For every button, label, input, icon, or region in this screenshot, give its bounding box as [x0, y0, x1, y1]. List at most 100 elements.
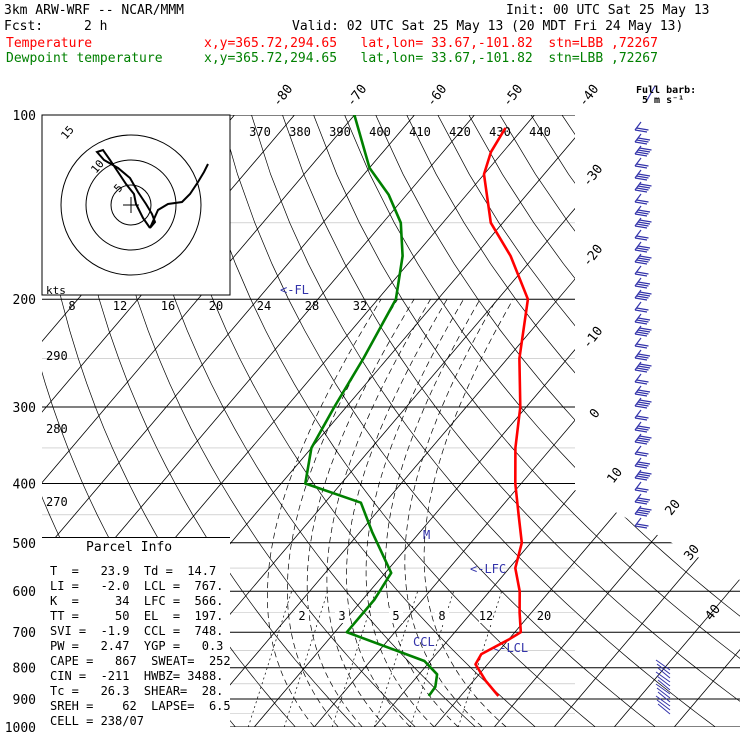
isotherm-line — [613, 115, 740, 727]
wind-barb-flag — [636, 295, 649, 299]
wind-barb-flag — [634, 141, 648, 145]
wind-barb-flag — [636, 331, 649, 335]
valid-time: Valid: 02 UTC Sat 25 May 13 (20 MDT Fri … — [292, 19, 684, 34]
wind-barb-flag — [634, 489, 648, 493]
parcel-row: K = 34 LFC = 566. — [50, 594, 224, 608]
parcel-info-title: Parcel Info — [86, 540, 173, 555]
pressure-label: 900 — [13, 693, 36, 708]
wind-barb-flag — [636, 235, 649, 239]
parcel-row: T = 23.9 Td = 14.7 — [50, 564, 217, 578]
parcel-row: SREH = 62 LAPSE= 6.5 — [50, 699, 231, 713]
wind-barb-flag — [636, 451, 649, 455]
wind-barb-flag — [636, 283, 649, 287]
wind-barb-flag — [636, 139, 649, 143]
theta-label: 390 — [329, 125, 351, 139]
wind-barb — [655, 659, 671, 671]
isotherm-line — [673, 115, 740, 727]
isotherm-line — [313, 115, 740, 727]
dry-adiabat-line — [189, 115, 596, 727]
wind-barb-flag — [634, 309, 648, 313]
wind-barb-flag — [639, 435, 652, 439]
isotherm-line — [553, 115, 740, 727]
dry-adiabat-line — [220, 115, 656, 727]
wind-barb-flag — [636, 187, 649, 191]
isotherm-label: -10 — [580, 324, 606, 352]
isotherm-label: 0 — [587, 406, 604, 421]
wind-barb-flag — [634, 189, 648, 193]
wind-barb-flag — [636, 271, 649, 275]
hodograph-axis-label: 24 — [257, 299, 271, 313]
mixing-ratio-line — [409, 591, 454, 727]
level-marker-ccl: CCL — [413, 635, 435, 649]
wind-barb — [634, 265, 642, 275]
wind-barb-flag — [634, 153, 648, 157]
theta-label: 420 — [449, 125, 471, 139]
wind-barb-flag — [637, 245, 651, 249]
isotherm-label: -40 — [576, 82, 602, 110]
wind-barb-flag — [637, 509, 651, 513]
wind-barb-flag — [634, 513, 648, 517]
wind-barb-flag — [637, 293, 651, 297]
wind-barb-flag — [636, 475, 649, 479]
hodograph-axis-label: 28 — [305, 299, 319, 313]
dewpoint-location: x,y=365.72,294.65 lat,lon= 33.67,-101.82… — [204, 51, 658, 66]
wind-barb-flag — [639, 147, 652, 151]
isotherm-line — [42, 115, 355, 727]
dewpoint-profile — [304, 115, 439, 697]
wind-barb-flag — [636, 175, 649, 179]
wind-barb-flag — [634, 477, 648, 481]
dry-adiabat-line — [251, 115, 716, 727]
isotherm-label: -30 — [580, 162, 606, 190]
wind-barb-flag — [636, 463, 649, 467]
dry-adiabat-line — [313, 115, 740, 727]
wind-barb-flag — [634, 285, 648, 289]
mixing-ratio-label-bg — [537, 609, 551, 623]
wind-barb-flag — [639, 399, 652, 403]
wind-barb — [655, 695, 671, 707]
level-marker-fl: <-FL — [280, 283, 309, 297]
hodograph-axis-unit: kts — [46, 284, 66, 297]
wind-barb-flag — [637, 401, 651, 405]
mixing-ratio-label-bg — [335, 609, 349, 623]
pressure-label: 500 — [13, 537, 36, 552]
wind-barb-flag — [639, 471, 652, 475]
wind-barb-flag — [637, 137, 651, 141]
wind-barb-flag — [634, 129, 648, 133]
mixing-ratio-label: 12 — [479, 609, 493, 623]
isotherm-label: 40 — [703, 602, 724, 624]
wind-barb — [656, 675, 671, 687]
parcel-row: TT = 50 EL = 197. — [50, 609, 224, 623]
wind-barb-flag — [634, 393, 648, 397]
moist-adiabat-line — [365, 299, 464, 727]
wind-barb — [655, 683, 671, 695]
theta-label: 410 — [409, 125, 431, 139]
mixing-ratio-label-bg — [389, 609, 403, 623]
wind-barb-flag — [637, 281, 651, 285]
wind-barb-flag — [634, 249, 648, 253]
pressure-label: 800 — [13, 662, 36, 677]
dry-adiabat-line — [468, 115, 740, 727]
wind-barb-flag — [634, 369, 648, 373]
wind-barb-flag — [637, 149, 651, 153]
wind-barb-flag — [634, 345, 648, 349]
moist-adiabat-line — [267, 299, 382, 727]
isotherm-line — [193, 115, 715, 727]
wind-barb-flag — [634, 237, 648, 241]
wind-barb-flag — [639, 327, 652, 331]
parcel-row: SVI = -1.9 CCL = 748. — [50, 624, 224, 638]
parcel-row: LI = -2.0 LCL = 767. — [50, 579, 224, 593]
wind-barb-flag — [634, 417, 648, 421]
wind-barb-flag — [636, 307, 649, 311]
wind-barb-flag — [639, 507, 652, 511]
isotherm-label: -20 — [580, 242, 606, 270]
moist-adiabat-line — [306, 299, 415, 727]
mixing-ratio-line — [247, 591, 292, 727]
isotherm-line — [42, 115, 415, 727]
wind-barb-flag — [634, 525, 648, 529]
level-marker-m: M — [423, 528, 430, 542]
wind-barb-flag — [637, 425, 651, 429]
dry-adiabat-line — [623, 115, 740, 727]
barb-legend-label: Full barb: — [636, 85, 697, 96]
